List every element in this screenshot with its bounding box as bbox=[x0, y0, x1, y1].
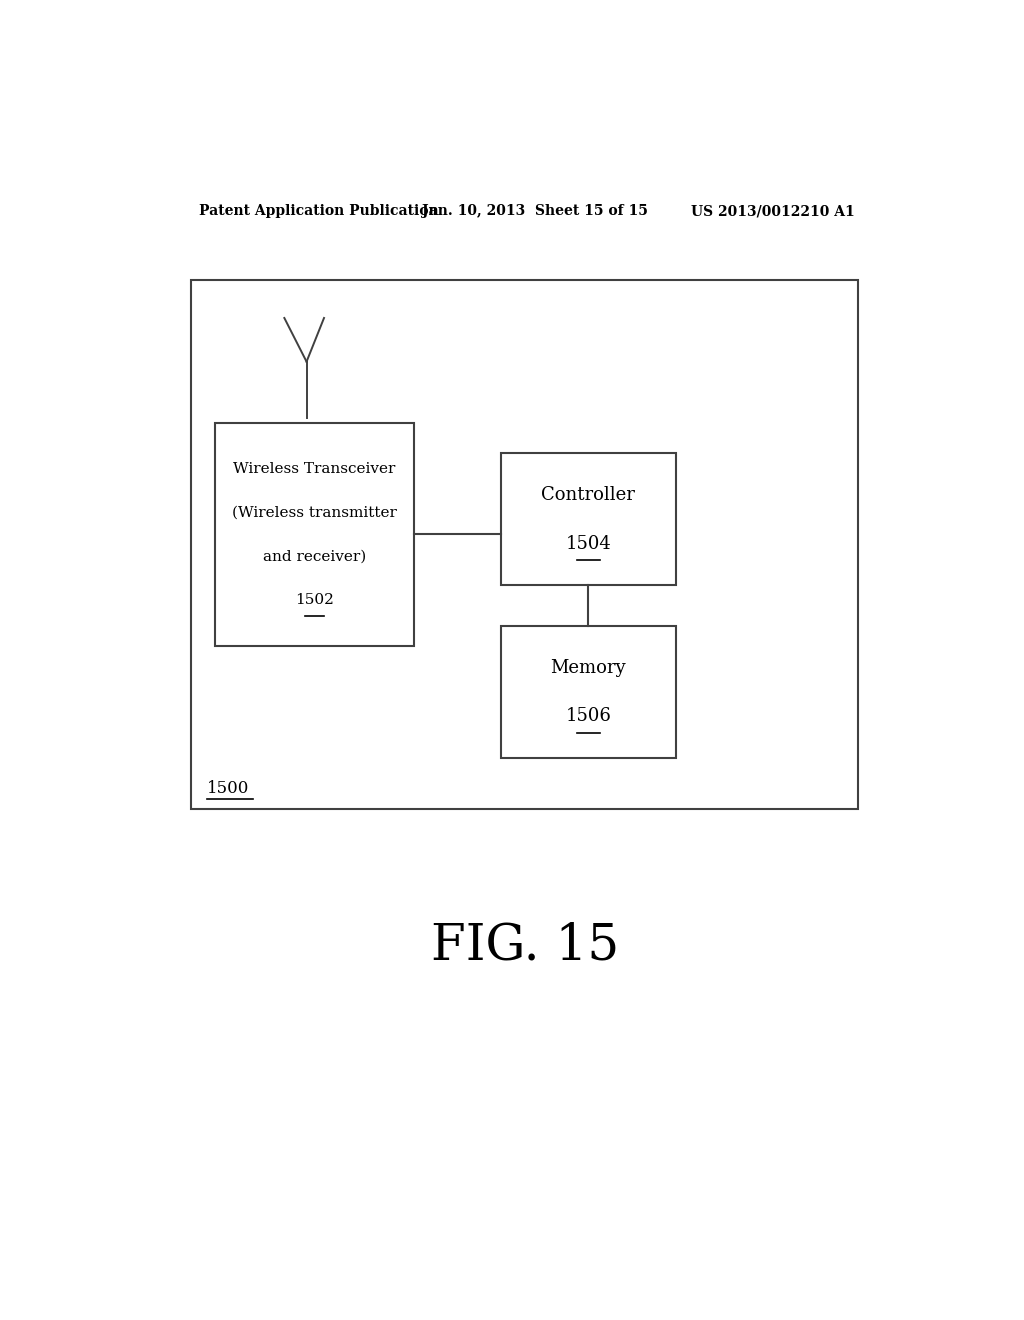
Text: US 2013/0012210 A1: US 2013/0012210 A1 bbox=[691, 205, 855, 218]
Bar bbox=[501, 626, 676, 758]
Text: and receiver): and receiver) bbox=[263, 549, 367, 564]
Bar bbox=[501, 453, 676, 585]
Text: Controller: Controller bbox=[542, 486, 635, 504]
Text: FIG. 15: FIG. 15 bbox=[431, 921, 618, 970]
Text: Patent Application Publication: Patent Application Publication bbox=[200, 205, 439, 218]
Bar bbox=[191, 280, 858, 809]
Text: Memory: Memory bbox=[551, 659, 626, 677]
Text: 1504: 1504 bbox=[565, 535, 611, 553]
Text: (Wireless transmitter: (Wireless transmitter bbox=[232, 506, 397, 520]
Text: 1506: 1506 bbox=[565, 708, 611, 726]
Bar bbox=[215, 422, 414, 647]
Text: Jan. 10, 2013  Sheet 15 of 15: Jan. 10, 2013 Sheet 15 of 15 bbox=[422, 205, 647, 218]
Text: 1500: 1500 bbox=[207, 780, 250, 797]
Text: Wireless Transceiver: Wireless Transceiver bbox=[233, 462, 395, 477]
Text: 1502: 1502 bbox=[295, 593, 334, 607]
